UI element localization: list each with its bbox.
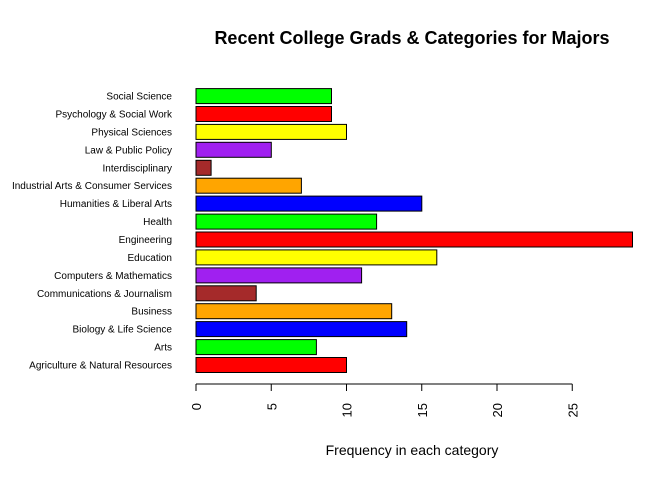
category-label-interdisciplinary: Interdisciplinary <box>103 163 172 174</box>
chart-title: Recent College Grads & Categories for Ma… <box>214 28 610 48</box>
category-label-law-and-public-policy: Law & Public Policy <box>85 145 172 156</box>
bar-health <box>195 213 378 230</box>
category-label-physical-sciences: Physical Sciences <box>91 127 172 138</box>
bar-law-and-public-policy <box>195 141 272 158</box>
bar-physical-sciences <box>195 123 347 140</box>
category-label-psychology-and-social-work: Psychology & Social Work <box>55 110 173 121</box>
bar-agriculture-and-natural-resources <box>195 357 347 373</box>
x-tick-label-10: 10 <box>340 403 355 417</box>
x-tick-label-0: 0 <box>189 403 204 410</box>
x-tick-label-25: 25 <box>565 403 580 417</box>
category-label-arts: Arts <box>154 343 172 354</box>
bar-education <box>195 249 438 266</box>
bar-interdisciplinary <box>195 159 212 176</box>
bar-biology-and-life-science <box>195 321 408 338</box>
bar-humanities-and-liberal-arts <box>195 195 423 212</box>
bar-arts <box>195 339 317 356</box>
category-label-industrial-arts-and-consumer-services: Industrial Arts & Consumer Services <box>12 181 172 192</box>
category-label-business: Business <box>131 307 172 318</box>
category-label-computers-and-mathematics: Computers & Mathematics <box>54 271 172 282</box>
x-tick-label-5: 5 <box>264 403 279 410</box>
bar-engineering <box>195 231 633 248</box>
bar-business <box>195 303 393 320</box>
bar-industrial-arts-and-consumer-services <box>195 177 302 194</box>
bar-computers-and-mathematics <box>195 267 363 284</box>
bar-social-science <box>195 88 332 105</box>
category-label-biology-and-life-science: Biology & Life Science <box>72 325 172 336</box>
bar-communications-and-journalism <box>195 285 257 302</box>
category-label-communications-and-journalism: Communications & Journalism <box>37 289 172 300</box>
category-label-social-science: Social Science <box>106 92 172 103</box>
bar-psychology-and-social-work <box>195 106 332 122</box>
x-axis-label: Frequency in each category <box>325 442 499 458</box>
x-tick-label-20: 20 <box>490 403 505 417</box>
x-tick-label-15: 15 <box>415 403 430 417</box>
category-label-health: Health <box>143 217 172 228</box>
category-label-agriculture-and-natural-resources: Agriculture & Natural Resources <box>29 361 172 372</box>
category-label-humanities-and-liberal-arts: Humanities & Liberal Arts <box>60 199 172 210</box>
category-label-engineering: Engineering <box>119 235 172 246</box>
category-label-education: Education <box>128 253 172 264</box>
